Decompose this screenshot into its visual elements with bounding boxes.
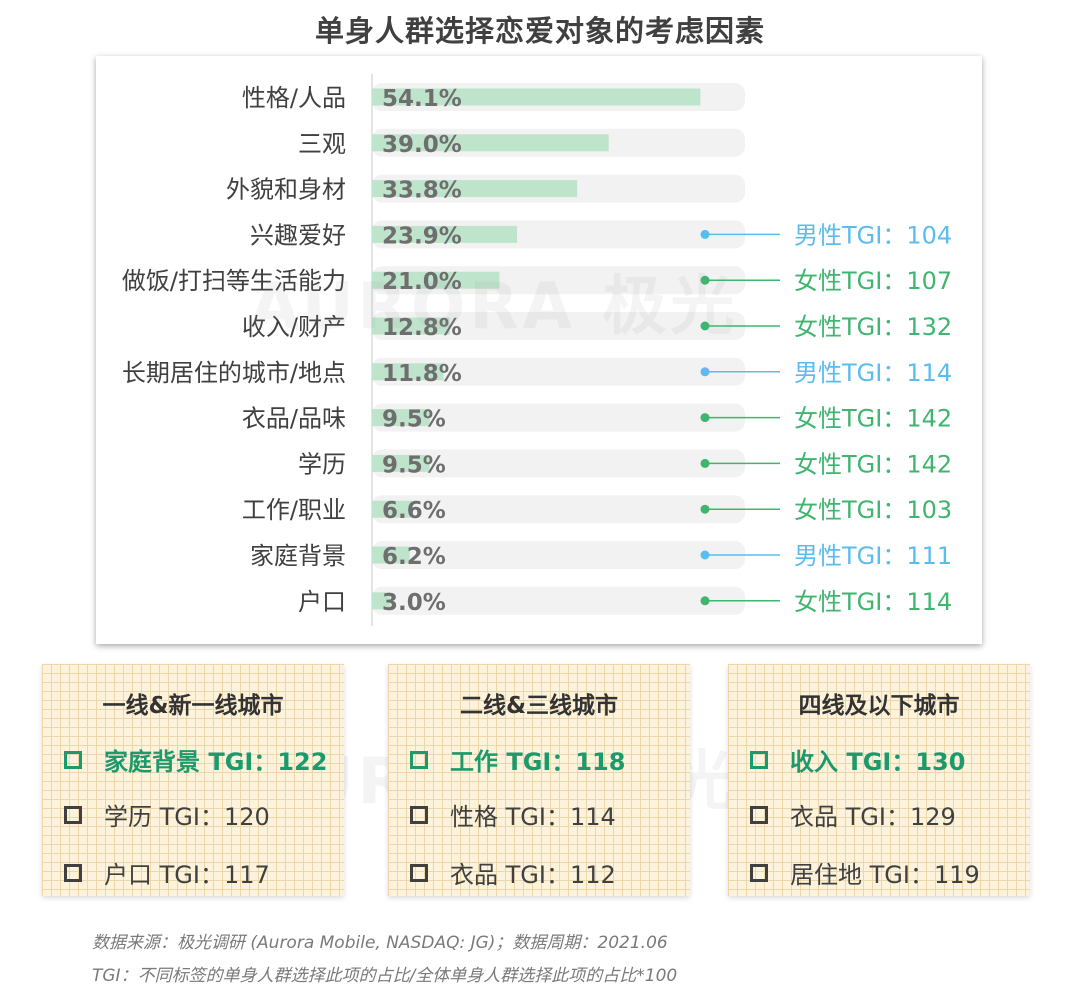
value-label: 9.5% [382, 407, 446, 433]
bar [372, 409, 430, 427]
category-label: 长期居住的城市/地点 [122, 359, 346, 387]
value-label: 12.8% [382, 315, 462, 341]
tgi-label: 女性TGI：132 [794, 313, 952, 341]
tgi-label: 男性TGI：114 [794, 359, 952, 387]
category-label: 工作/职业 [242, 496, 346, 524]
tgi-label: 男性TGI：111 [794, 542, 952, 570]
category-label: 家庭背景 [250, 542, 346, 570]
city-tier-card-1: 一线&新一线城市 家庭背景 TGI：122 学历 TGI：120 户口 TGI：… [42, 664, 344, 896]
checkbox-square-icon [750, 805, 768, 824]
city-tier-item-text: 户口 TGI：117 [104, 861, 270, 889]
value-label: 6.2% [382, 544, 446, 570]
value-label: 39.0% [382, 132, 462, 158]
bar [372, 180, 578, 198]
tgi-label: 女性TGI：142 [794, 450, 952, 478]
bar-chart: 性格/人品 54.1% 三观 39.0% 外貌和身材 33.8% 兴趣爱好 23.9% 男性TG… [122, 74, 952, 626]
tgi-label: 女性TGI：142 [794, 405, 952, 433]
bar [372, 225, 518, 243]
city-tier-item: 性格 TGI：114 [410, 797, 616, 832]
bar [372, 592, 391, 610]
checkbox-square-icon [410, 750, 428, 769]
tgi-definition-footnote: TGI：不同标签的单身人群选择此项的占比/全体单身人群选择此项的占比*100 [92, 966, 678, 986]
bar-track [372, 586, 745, 615]
city-tier-item-text: 衣品 TGI：129 [790, 803, 956, 831]
checkbox-square-icon [64, 750, 82, 769]
category-label: 收入/财产 [242, 313, 346, 341]
city-tier-item: 学历 TGI：120 [64, 797, 270, 832]
bar [372, 317, 450, 335]
value-label: 11.8% [382, 361, 462, 387]
value-label: 6.6% [382, 498, 446, 524]
bar [372, 88, 701, 106]
value-label: 54.1% [382, 86, 462, 112]
category-label: 兴趣爱好 [250, 221, 346, 249]
checkbox-square-icon [410, 863, 428, 882]
tgi-label: 女性TGI：114 [794, 588, 952, 616]
checkbox-square-icon [750, 750, 768, 769]
value-label: 9.5% [382, 452, 446, 478]
chart-panel: 性格/人品 54.1% 三观 39.0% 外貌和身材 33.8% 兴趣爱好 23.9% 男性TG… [96, 56, 982, 644]
city-tier-item-text: 居住地 TGI：119 [790, 861, 980, 889]
tgi-label: 女性TGI：103 [794, 496, 952, 524]
checkbox-square-icon [750, 863, 768, 882]
city-tier-item-text: 收入 TGI：130 [790, 748, 966, 776]
bar [372, 271, 500, 289]
bar [372, 134, 609, 152]
category-label: 外貌和身材 [226, 176, 346, 204]
checkbox-square-icon [64, 863, 82, 882]
bar [372, 500, 413, 518]
category-label: 户口 [298, 588, 346, 616]
category-label: 做饭/打扫等生活能力 [122, 267, 346, 295]
source-footnote: 数据来源：极光调研 (Aurora Mobile, NASDAQ: JG)；数据… [92, 933, 668, 953]
bar-track [372, 403, 745, 432]
city-tier-item-text: 家庭背景 TGI：122 [104, 748, 328, 776]
bar-track [372, 357, 745, 386]
city-tier-item-text: 学历 TGI：120 [104, 803, 270, 831]
city-tier-item: 衣品 TGI：112 [410, 855, 616, 890]
value-label: 23.9% [382, 223, 462, 249]
city-tier-item: 衣品 TGI：129 [750, 797, 956, 832]
bar [372, 546, 410, 564]
city-tier-item: 工作 TGI：118 [410, 742, 625, 777]
value-label: 3.0% [382, 590, 446, 616]
category-label: 学历 [298, 450, 346, 478]
checkbox-square-icon [410, 805, 428, 824]
bar [372, 363, 444, 381]
city-tier-item: 居住地 TGI：119 [750, 855, 980, 890]
city-tier-title: 四线及以下城市 [798, 693, 960, 719]
chart-title: 单身人群选择恋爱对象的考虑因素 [314, 14, 765, 48]
value-label: 21.0% [382, 269, 462, 295]
category-label: 衣品/品味 [242, 405, 346, 433]
bar-track [372, 449, 745, 478]
city-tier-card-3: 四线及以下城市 收入 TGI：130 衣品 TGI：129 居住地 TGI：11… [728, 664, 1030, 896]
city-tier-item: 收入 TGI：130 [750, 742, 965, 777]
city-tier-title: 一线&新一线城市 [102, 693, 284, 719]
city-tier-item-text: 工作 TGI：118 [450, 748, 626, 776]
bar-track [372, 312, 745, 340]
bar-track [372, 495, 745, 524]
city-tier-item-text: 性格 TGI：114 [450, 803, 616, 831]
city-tier-title: 二线&三线城市 [459, 693, 619, 719]
bar-track [372, 541, 745, 569]
bar [372, 454, 430, 472]
city-tier-item: 家庭背景 TGI：122 [64, 742, 327, 777]
tgi-label: 男性TGI：104 [794, 221, 952, 249]
city-tier-item-text: 衣品 TGI：112 [450, 861, 616, 889]
city-tier-card-2: 二线&三线城市 工作 TGI：118 性格 TGI：114 衣品 TGI：112 [388, 664, 690, 896]
city-tier-item: 户口 TGI：117 [64, 855, 270, 890]
value-label: 33.8% [382, 178, 462, 204]
category-label: 三观 [298, 130, 346, 158]
checkbox-square-icon [64, 805, 82, 824]
category-label: 性格/人品 [242, 84, 346, 112]
tgi-label: 女性TGI：107 [794, 267, 952, 295]
